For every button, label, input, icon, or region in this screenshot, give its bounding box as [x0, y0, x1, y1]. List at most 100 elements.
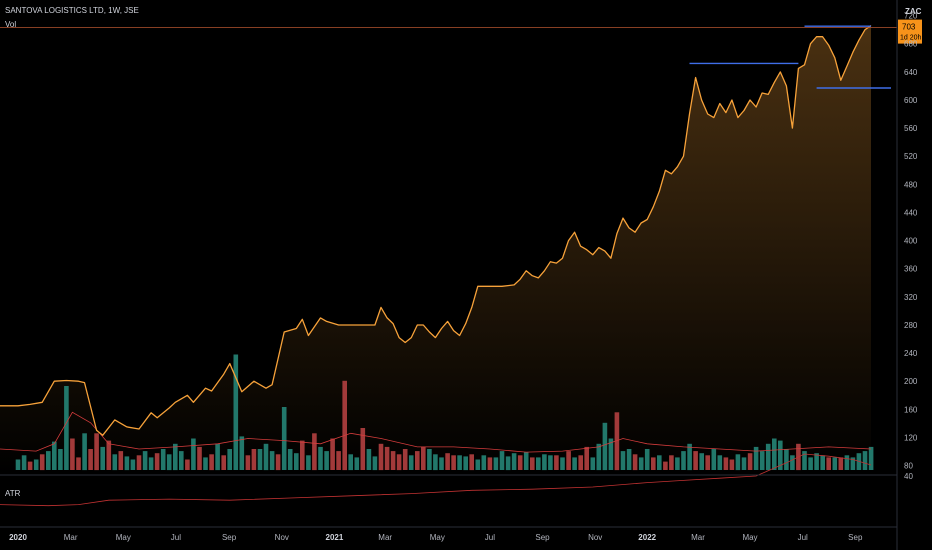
volume-bar-up — [463, 456, 468, 471]
volume-bar-up — [481, 455, 487, 470]
volume-bar-down — [747, 453, 753, 470]
volume-bar-up — [675, 457, 680, 470]
x-tick-label: 2021 — [326, 533, 344, 542]
volume-bar-down — [402, 449, 408, 470]
x-tick-label: Mar — [378, 533, 392, 542]
x-tick-label: 2022 — [638, 533, 656, 542]
volume-bar-up — [511, 453, 517, 470]
volume-bar-up — [408, 455, 414, 470]
volume-bar-down — [221, 455, 226, 470]
volume-bar-down — [185, 459, 190, 470]
volume-bar-down — [360, 428, 366, 470]
volume-bar-up — [294, 453, 299, 470]
volume-bar-up — [191, 438, 196, 470]
volume-bar-down — [342, 380, 347, 471]
volume-bar-up — [844, 455, 850, 470]
volume-bar-down — [632, 454, 638, 471]
volume-bar-down — [705, 455, 710, 470]
volume-bar-down — [554, 455, 559, 470]
volume-bar-down — [245, 455, 251, 470]
y-tick-label: 320 — [904, 293, 918, 302]
volume-bar-down — [106, 440, 112, 470]
volume-bar-down — [70, 438, 75, 470]
symbol-title: SANTOVA LOGISTICS LTD, 1W, JSE — [5, 6, 139, 15]
volume-bar-up — [759, 451, 765, 470]
bar-countdown: 1d 20h — [900, 35, 922, 42]
volume-bar-up — [227, 449, 232, 470]
volume-bar-up — [820, 455, 825, 470]
volume-bar-down — [838, 457, 844, 470]
volume-bar-up — [173, 443, 178, 471]
volume-bar-up — [166, 454, 172, 471]
y-tick-label: 160 — [904, 405, 918, 414]
y-tick-label: 240 — [904, 349, 918, 358]
volume-bar-up — [778, 440, 783, 470]
x-tick-label: Jul — [171, 533, 181, 542]
volume-bar-up — [263, 443, 269, 471]
volume-bar-up — [269, 451, 275, 470]
volume-bar-up — [82, 433, 87, 471]
volume-bar-down — [336, 451, 341, 470]
volume-bar-down — [251, 449, 257, 470]
volume-bar-up — [52, 441, 57, 470]
x-tick-label: 2020 — [9, 533, 27, 542]
volume-bar-up — [372, 456, 378, 471]
x-tick-label: Nov — [588, 533, 602, 542]
volume-bar-up — [808, 457, 813, 470]
volume-bar-up — [457, 455, 462, 470]
volume-bar-up — [493, 457, 499, 470]
volume-bar-down — [663, 461, 668, 470]
volume-bar-up — [638, 457, 644, 470]
volume-bar-up — [784, 449, 789, 470]
y-tick-label: 280 — [904, 321, 918, 330]
volume-bar-up — [366, 449, 372, 470]
x-tick-label: Sep — [535, 533, 550, 542]
volume-bar-up — [741, 457, 747, 470]
volume-bar-down — [826, 457, 831, 470]
volume-bar-down — [39, 454, 45, 471]
price-line — [0, 24, 872, 436]
y-tick-label: 600 — [904, 96, 918, 105]
volume-bar-down — [378, 443, 384, 471]
volume-bar-down — [517, 455, 523, 470]
volume-bar-down — [136, 455, 142, 470]
volume-bar-down — [384, 446, 390, 470]
y-tick-label: 680 — [904, 40, 918, 49]
x-tick-label: Sep — [222, 533, 237, 542]
volume-bar-up — [433, 454, 438, 471]
volume-bar-up — [142, 451, 148, 470]
last-price-tag — [898, 19, 922, 44]
x-tick-label: Sep — [848, 533, 863, 542]
volume-bar-up — [287, 449, 293, 470]
volume-bar-down — [275, 454, 281, 471]
volume-bar-up — [318, 446, 323, 470]
volume-bar-up — [687, 443, 692, 471]
volume-bar-up — [802, 451, 807, 470]
x-tick-label: Jul — [798, 533, 808, 542]
volume-bar-up — [560, 457, 565, 470]
volume-bar-up — [542, 454, 547, 471]
x-tick-label: May — [742, 533, 757, 542]
volume-bar-up — [257, 449, 263, 470]
volume-bar-up — [735, 454, 741, 471]
volume-bar-up — [281, 407, 287, 470]
volume-bar-up — [505, 456, 511, 471]
volume-bar-down — [415, 451, 420, 470]
atr-tick-label: 40 — [904, 472, 913, 481]
y-tick-label: 440 — [904, 209, 918, 218]
y-tick-label: 560 — [904, 124, 918, 133]
volume-bar-up — [850, 457, 856, 470]
volume-bar-down — [566, 451, 571, 470]
volume-bar-down — [421, 446, 426, 470]
volume-bar-up — [602, 422, 608, 471]
volume-bar-up — [596, 443, 602, 471]
volume-bar-down — [27, 461, 33, 470]
volume-bar-up — [475, 459, 481, 470]
volume-bar-up — [33, 459, 39, 470]
volume-bar-up — [572, 457, 577, 470]
y-tick-label: 520 — [904, 152, 918, 161]
volume-bar-up — [15, 459, 21, 470]
volume-bar-up — [179, 451, 184, 470]
y-tick-label: 400 — [904, 237, 918, 246]
